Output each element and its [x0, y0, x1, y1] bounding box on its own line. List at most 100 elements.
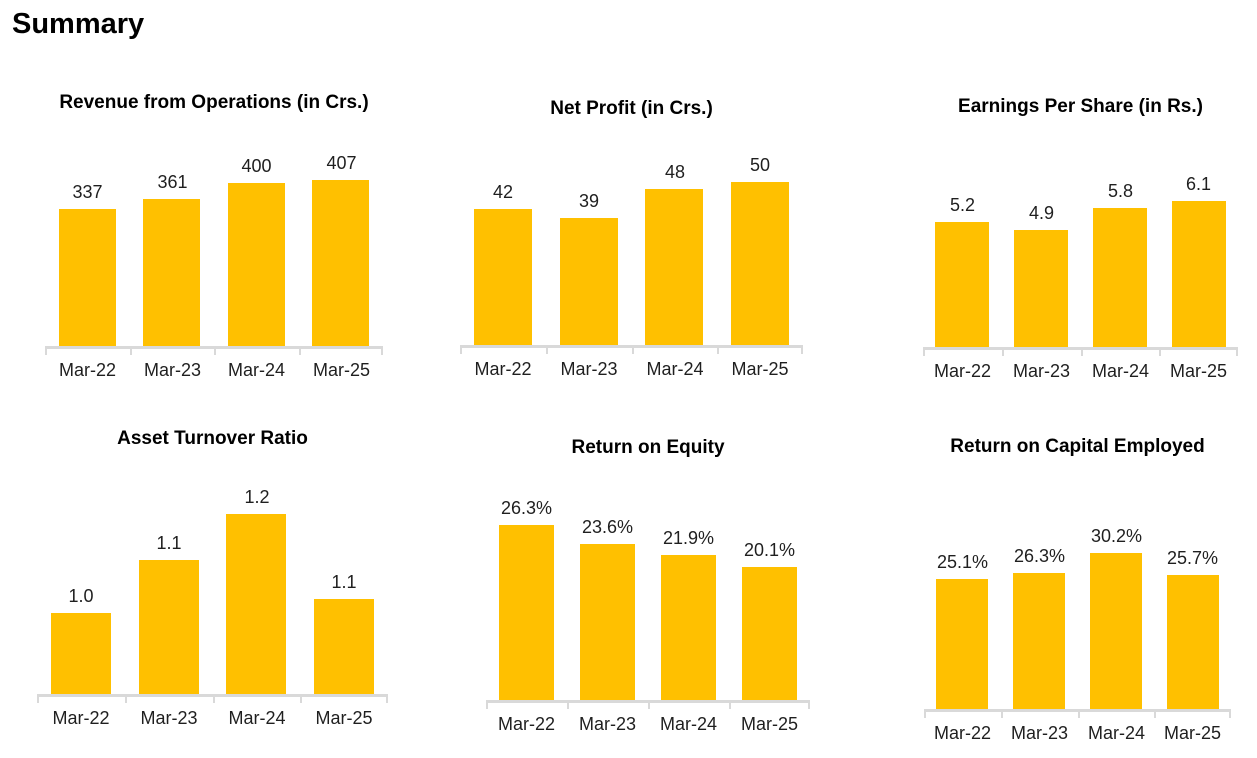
- x-axis-tick: [923, 347, 925, 356]
- bar-mar-23: [1014, 230, 1068, 347]
- data-label: 1.1: [331, 572, 357, 592]
- x-axis-tick: [381, 346, 383, 355]
- category-label-mar-25: Mar-25: [315, 708, 373, 728]
- data-label: 361: [157, 172, 188, 192]
- data-label: 400: [241, 156, 272, 176]
- chart-return-on-equity: Return on Equity 26.3% 23.6% 21.9% 20.1% Mar-…: [450, 420, 850, 750]
- category-label-mar-22: Mar-22: [933, 723, 991, 743]
- x-axis-tick: [130, 346, 132, 355]
- x-axis-tick: [1081, 347, 1083, 356]
- bar-mar-22: [474, 209, 532, 345]
- bar-mar-22: [59, 209, 116, 346]
- data-label: 407: [326, 153, 357, 173]
- x-axis-tick: [486, 700, 488, 709]
- data-label: 4.9: [1028, 203, 1055, 223]
- x-axis-line: [460, 345, 803, 348]
- data-label: 23.6%: [581, 517, 634, 537]
- page-title: Summary: [12, 8, 145, 40]
- x-axis-tick: [214, 346, 216, 355]
- bar-mar-25: [314, 599, 374, 694]
- chart-title: Return on Capital Employed: [950, 436, 1205, 457]
- x-axis-tick: [729, 700, 731, 709]
- data-label: 1.0: [68, 586, 94, 606]
- x-axis-tick: [1002, 347, 1004, 356]
- chart-earnings-per-share-in-rs: Earnings Per Share (in Rs.) 5.2 4.9 5.8 6.1 M…: [860, 85, 1257, 395]
- category-label-mar-22: Mar-22: [933, 361, 991, 381]
- category-label-mar-24: Mar-24: [228, 708, 286, 728]
- plot-area: 337 361 400 407: [45, 85, 383, 346]
- x-axis-tick: [45, 346, 47, 355]
- category-label-mar-23: Mar-23: [140, 708, 198, 728]
- x-axis-tick: [213, 694, 215, 703]
- bar-mar-24: [228, 183, 285, 346]
- x-axis-tick: [1229, 709, 1231, 718]
- x-axis-tick: [924, 709, 926, 718]
- x-axis-tick: [546, 345, 548, 354]
- category-label-mar-22: Mar-22: [52, 708, 110, 728]
- bar-mar-23: [580, 544, 635, 700]
- category-label-mar-25: Mar-25: [1163, 723, 1221, 743]
- category-label-mar-23: Mar-23: [1010, 723, 1068, 743]
- data-label: 25.7%: [1166, 548, 1219, 568]
- bar-mar-22: [51, 613, 111, 694]
- x-axis-tick: [1159, 347, 1161, 356]
- bar-mar-24: [1093, 208, 1147, 347]
- data-label: 1.1: [156, 533, 182, 553]
- bar-mar-25: [731, 182, 789, 345]
- bar-mar-22: [499, 525, 554, 700]
- bar-mar-23: [560, 218, 618, 345]
- data-label: 26.3%: [1013, 546, 1066, 566]
- bar-mar-24: [226, 514, 286, 694]
- x-axis-line: [37, 694, 388, 697]
- x-axis-tick: [717, 345, 719, 354]
- chart-net-profit-in-crs: Net Profit (in Crs.) 42 39 48 50 Mar-22 Mar-23…: [450, 85, 850, 395]
- x-axis-line: [923, 347, 1238, 350]
- category-label-mar-24: Mar-24: [659, 714, 717, 734]
- category-label-mar-24: Mar-24: [1087, 723, 1145, 743]
- bar-mar-23: [139, 560, 199, 694]
- bar-mar-25: [1172, 201, 1226, 347]
- data-label: 1.2: [244, 487, 270, 507]
- category-label-mar-23: Mar-23: [143, 360, 201, 380]
- data-label: 42: [492, 182, 514, 202]
- data-label: 21.9%: [662, 528, 715, 548]
- bar-mar-25: [1167, 575, 1219, 709]
- x-axis-tick: [299, 346, 301, 355]
- x-axis-tick: [648, 700, 650, 709]
- category-label-mar-22: Mar-22: [58, 360, 116, 380]
- chart-title: Revenue from Operations (in Crs.): [59, 92, 369, 113]
- data-label: 5.2: [949, 195, 976, 215]
- chart-revenue-from-operations-in-crs: Revenue from Operations (in Crs.) 337 361 4…: [30, 85, 450, 395]
- category-label-mar-25: Mar-25: [731, 359, 789, 379]
- data-label: 6.1: [1185, 174, 1212, 194]
- category-label-mar-23: Mar-23: [578, 714, 636, 734]
- category-label-mar-25: Mar-25: [1169, 361, 1227, 381]
- category-label-mar-25: Mar-25: [740, 714, 798, 734]
- x-axis-tick: [567, 700, 569, 709]
- chart-title: Return on Equity: [571, 437, 725, 458]
- chart-return-on-capital-employed: Return on Capital Employed 25.1% 26.3% 30.2…: [860, 420, 1257, 750]
- x-axis-tick: [460, 345, 462, 354]
- x-axis-tick: [1001, 709, 1003, 718]
- data-label: 25.1%: [936, 552, 989, 572]
- bar-mar-22: [936, 579, 988, 709]
- plot-area: 5.2 4.9 5.8 6.1: [923, 85, 1238, 347]
- x-axis-tick: [801, 345, 803, 354]
- data-label: 337: [72, 182, 103, 202]
- plot-area: 25.1% 26.3% 30.2% 25.7%: [924, 420, 1231, 709]
- bar-mar-25: [742, 567, 797, 700]
- plot-area: 1.0 1.1 1.2 1.1: [37, 420, 388, 694]
- category-label-mar-23: Mar-23: [1012, 361, 1070, 381]
- data-label: 48: [664, 162, 686, 182]
- plot-area: 42 39 48 50: [460, 85, 803, 345]
- x-axis-tick: [300, 694, 302, 703]
- bar-mar-24: [661, 555, 716, 700]
- category-label-mar-24: Mar-24: [1091, 361, 1149, 381]
- chart-asset-turnover-ratio: Asset Turnover Ratio 1.0 1.1 1.2 1.1 Mar-22 Ma…: [20, 420, 440, 750]
- bar-mar-23: [1013, 573, 1065, 709]
- x-axis-tick: [808, 700, 810, 709]
- data-label: 50: [749, 155, 771, 175]
- x-axis-tick: [386, 694, 388, 703]
- chart-title: Earnings Per Share (in Rs.): [958, 96, 1203, 117]
- x-axis-tick: [125, 694, 127, 703]
